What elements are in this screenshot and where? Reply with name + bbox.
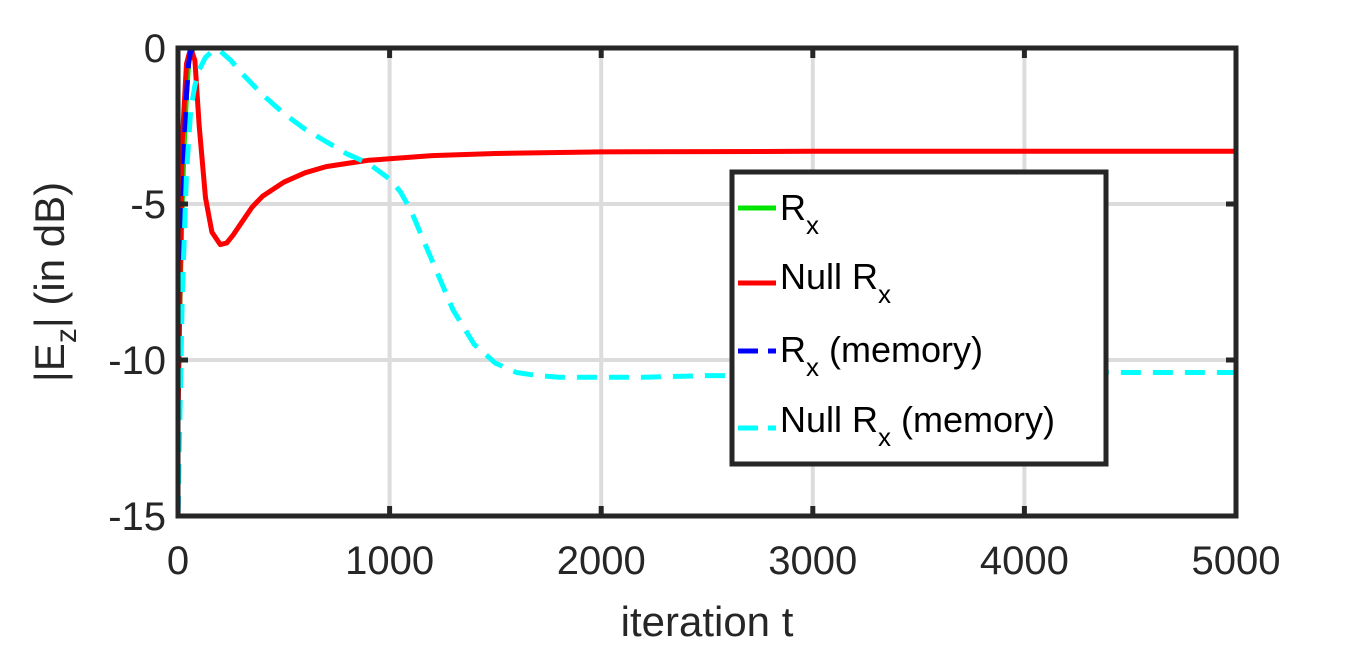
- legend-label-rx-memory: Rx (memory): [780, 329, 983, 382]
- x-tick-label: 2000: [557, 539, 646, 583]
- x-tick-label: 1000: [345, 539, 434, 583]
- legend-box: [729, 169, 1109, 467]
- y-tick-label: -10: [108, 339, 166, 383]
- y-axis-label-suffix: | (in dB): [26, 182, 73, 328]
- series-line-4: [175, 47, 1236, 517]
- x-tick-label: 4000: [980, 539, 1069, 583]
- legend-entry-rx-memory: Rx (memory): [738, 329, 983, 382]
- y-axis-label-subscript: z: [50, 328, 83, 343]
- y-tick-label: 0: [144, 27, 166, 71]
- legend-entry-rx: Rx: [738, 187, 819, 240]
- legend-entry-null-rx: Null Rx: [738, 256, 891, 309]
- x-tick-label: 5000: [1192, 539, 1281, 583]
- x-tick-label: 3000: [768, 539, 857, 583]
- series-line-2: [175, 45, 1236, 423]
- y-axis-label-prefix: |E: [26, 343, 73, 382]
- legend-label-rx: Rx: [780, 187, 819, 240]
- x-tick-label: 0: [167, 539, 189, 583]
- plot-frame: [175, 45, 1239, 519]
- x-axis-label: iteration t: [621, 598, 794, 645]
- legend-label-null-rx-memory: Null Rx (memory): [780, 399, 1055, 452]
- y-axis-label: |Ez| (in dB): [26, 182, 83, 382]
- series-line-3: [175, 45, 1236, 517]
- ticks: 0 1000 2000 3000 4000 5000 0 -5 -10 -15: [108, 27, 1280, 583]
- y-tick-label: -15: [108, 495, 166, 539]
- y-tick-label: -5: [130, 183, 166, 227]
- legend: Rx Null Rx Rx (memory) Null Rx (memory): [729, 169, 1109, 467]
- legend-entry-null-rx-memory: Null Rx (memory): [738, 399, 1055, 452]
- legend-label-null-rx: Null Rx: [780, 256, 891, 309]
